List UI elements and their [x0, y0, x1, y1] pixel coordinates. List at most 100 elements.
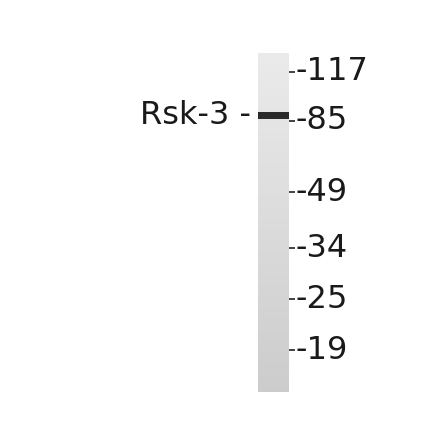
Bar [258, 277, 289, 280]
Bar [258, 338, 289, 342]
Text: -34: -34 [295, 233, 348, 264]
Bar [258, 93, 289, 97]
Bar [258, 151, 289, 155]
Text: -49: -49 [295, 177, 348, 208]
Bar [258, 223, 289, 226]
Bar [258, 138, 289, 141]
Bar [258, 73, 289, 77]
Bar [258, 206, 289, 209]
Bar [258, 226, 289, 229]
Bar [258, 362, 289, 365]
Bar [258, 365, 289, 369]
Bar [258, 270, 289, 273]
Bar [258, 87, 289, 90]
Bar [258, 70, 289, 73]
Bar [258, 287, 289, 291]
Bar [258, 135, 289, 138]
Bar [258, 127, 289, 131]
Bar [258, 213, 289, 216]
Bar [258, 107, 289, 111]
Text: -19: -19 [295, 335, 348, 366]
Bar [258, 236, 289, 240]
Bar [258, 341, 289, 345]
Text: Rsk-3 -: Rsk-3 - [140, 100, 251, 131]
Bar [258, 314, 289, 318]
Bar [258, 101, 289, 104]
Bar [258, 389, 289, 392]
Bar [258, 328, 289, 331]
Bar [258, 189, 289, 192]
Bar [258, 352, 289, 355]
Bar [258, 104, 289, 107]
Bar [258, 386, 289, 389]
Bar [258, 195, 289, 199]
Bar [258, 345, 289, 348]
Bar [258, 168, 289, 172]
Bar [258, 67, 289, 70]
Bar [258, 304, 289, 308]
Bar [258, 175, 289, 179]
Bar [258, 301, 289, 304]
Bar [258, 294, 289, 297]
Bar [258, 325, 289, 328]
Bar [258, 382, 289, 386]
Bar [258, 56, 289, 60]
Bar [258, 80, 289, 83]
Bar [258, 60, 289, 63]
Bar [258, 267, 289, 270]
Bar [258, 165, 289, 168]
Bar [258, 83, 289, 87]
Bar [258, 192, 289, 195]
Bar [258, 318, 289, 321]
Bar [258, 209, 289, 213]
Bar [258, 219, 289, 223]
Bar [258, 372, 289, 376]
Bar [258, 273, 289, 277]
Bar [258, 63, 289, 67]
Bar [258, 321, 289, 325]
Bar [258, 145, 289, 148]
Bar [258, 199, 289, 202]
Bar [258, 141, 289, 145]
Bar [258, 172, 289, 175]
Bar [258, 233, 289, 236]
Bar [258, 243, 289, 247]
Bar [258, 97, 289, 101]
Bar [258, 263, 289, 267]
Bar [258, 331, 289, 335]
Bar [258, 240, 289, 243]
Bar [258, 250, 289, 253]
Text: -85: -85 [295, 105, 348, 136]
Bar [258, 131, 289, 135]
Bar [258, 308, 289, 311]
Bar [258, 111, 289, 114]
Bar [258, 121, 289, 124]
Bar [258, 291, 289, 294]
Bar [258, 77, 289, 80]
Bar [258, 369, 289, 372]
Bar [258, 311, 289, 314]
Bar [258, 158, 289, 161]
Bar [258, 216, 289, 219]
Bar [258, 297, 289, 301]
Bar [258, 112, 289, 120]
Bar [258, 161, 289, 165]
Bar [258, 185, 289, 189]
Bar [258, 348, 289, 352]
Bar [258, 280, 289, 284]
Bar [258, 117, 289, 121]
Bar [258, 53, 289, 56]
Bar [258, 376, 289, 379]
Bar [258, 260, 289, 263]
Bar [258, 247, 289, 250]
Bar [258, 257, 289, 260]
Bar [258, 182, 289, 185]
Bar [258, 379, 289, 382]
Bar [258, 359, 289, 362]
Bar [258, 90, 289, 93]
Bar [258, 155, 289, 158]
Bar [258, 179, 289, 182]
Bar [258, 253, 289, 257]
Bar [258, 335, 289, 338]
Bar [258, 202, 289, 206]
